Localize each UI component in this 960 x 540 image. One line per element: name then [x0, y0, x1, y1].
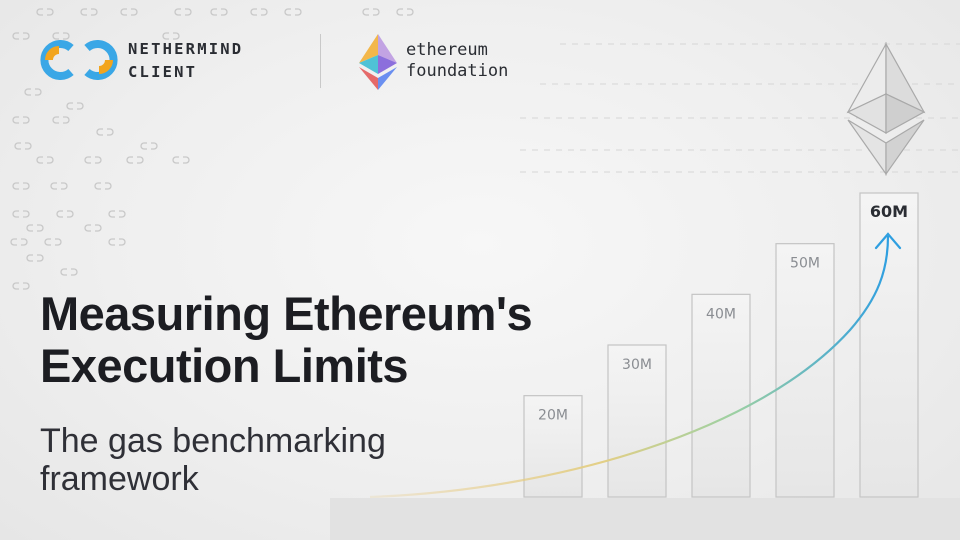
chain-link-pattern: [10, 8, 414, 290]
chain-link-icon: [396, 8, 414, 16]
chain-link-icon: [108, 210, 126, 218]
bars-group: 20M 30M 40M 50M 60M: [523, 192, 919, 498]
headline-line-2: Execution Limits: [40, 339, 409, 392]
chain-link-icon: [162, 32, 180, 40]
client-label: CLIENT: [128, 63, 198, 81]
chain-link-icon: [26, 224, 44, 232]
trend-arrowhead: [874, 232, 902, 250]
chain-link-icon: [10, 238, 28, 246]
chain-link-icon: [12, 182, 30, 190]
chain-link-icon: [12, 32, 30, 40]
chain-link-icon: [24, 88, 42, 96]
ethereum-foundation-wordmark: ethereum foundation: [406, 40, 508, 82]
subheadline: The gas benchmarking framework: [40, 422, 386, 498]
chain-link-icon: [120, 8, 138, 16]
bar-label-30m: 30M: [622, 357, 652, 373]
nethermind-label: NETHERMIND: [128, 40, 244, 58]
chain-link-icon: [60, 268, 78, 276]
ethereum-diamond-icon: [846, 41, 926, 176]
bar-40m: [691, 293, 751, 498]
chain-link-icon: [284, 8, 302, 16]
chain-link-icon: [80, 8, 98, 16]
chain-link-icon: [52, 32, 70, 40]
chain-link-icon: [96, 128, 114, 136]
subheadline-line-1: The gas benchmarking: [40, 422, 386, 460]
chain-link-icon: [172, 156, 190, 164]
logo-divider: [320, 34, 321, 88]
chain-link-icon: [66, 102, 84, 110]
bar-label-40m: 40M: [706, 306, 736, 322]
bar-label-20m: 20M: [538, 408, 568, 424]
nethermind-logo-icon: [40, 40, 118, 80]
chain-link-icon: [12, 210, 30, 218]
ethereum-logo-icon: [359, 34, 397, 90]
chain-link-icon: [94, 182, 112, 190]
chain-link-icon: [14, 142, 32, 150]
chain-link-icon: [44, 238, 62, 246]
chain-link-icon: [84, 224, 102, 232]
chain-link-icon: [50, 182, 68, 190]
bar-60m: [859, 192, 919, 498]
subheadline-line-2: framework: [40, 460, 199, 498]
chain-link-icon: [12, 282, 30, 290]
chain-link-icon: [36, 156, 54, 164]
chain-link-icon: [36, 8, 54, 16]
bar-30m: [607, 344, 667, 498]
chain-link-icon: [250, 8, 268, 16]
trend-curve: [369, 235, 890, 499]
headline-line-1: Measuring Ethereum's: [40, 287, 533, 340]
chain-link-icon: [84, 156, 102, 164]
chain-link-icon: [140, 142, 158, 150]
chain-link-icon: [52, 116, 70, 124]
chain-link-icon: [174, 8, 192, 16]
chain-link-icon: [56, 210, 74, 218]
ethereum-label: ethereum: [406, 40, 488, 60]
bar-label-50m: 50M: [790, 256, 820, 272]
headline: Measuring Ethereum's Execution Limits: [40, 287, 533, 392]
chain-link-icon: [108, 238, 126, 246]
bar-label-60m: 60M: [870, 202, 908, 221]
chain-link-icon: [126, 156, 144, 164]
floor-shadow: [330, 498, 960, 540]
chain-link-icon: [362, 8, 380, 16]
foundation-label: foundation: [406, 61, 509, 81]
nethermind-wordmark: NETHERMIND CLIENT: [128, 38, 243, 84]
bar-20m: [523, 395, 583, 498]
chain-link-icon: [12, 116, 30, 124]
chain-link-icon: [210, 8, 228, 16]
chain-link-icon: [26, 254, 44, 262]
